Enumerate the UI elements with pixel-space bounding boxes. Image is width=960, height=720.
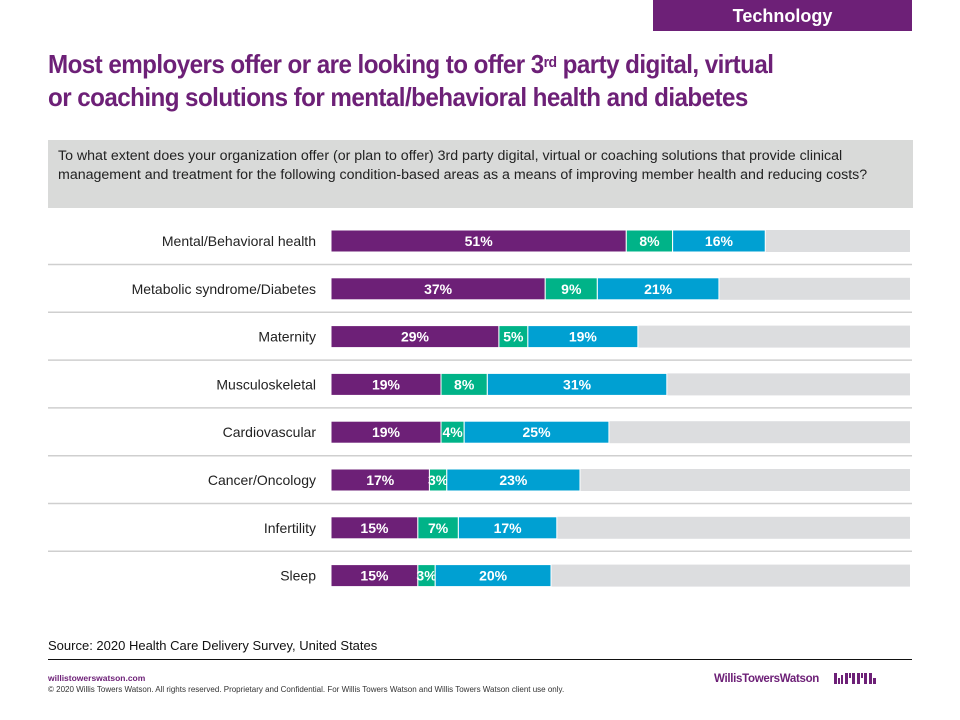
- section-tag: Technology: [653, 0, 912, 31]
- stacked-bar-chart: Mental/Behavioral health 51% 8% 16% Metaboli…: [48, 229, 912, 588]
- footer-divider: [48, 659, 912, 660]
- data-label: 17%: [494, 520, 523, 536]
- category-label: Mental/Behavioral health: [162, 233, 316, 249]
- title-superscript: rd: [543, 54, 557, 71]
- category-label: Maternity: [258, 329, 316, 345]
- title-part1: Most employers offer or are looking to o…: [48, 49, 544, 79]
- data-label: 7%: [428, 520, 449, 536]
- wtw-logo-mark-icon: [834, 673, 876, 684]
- data-label: 29%: [401, 329, 430, 345]
- category-label: Cardiovascular: [223, 424, 317, 440]
- data-label: 51%: [465, 233, 494, 249]
- data-label: 23%: [499, 472, 528, 488]
- data-label: 3%: [428, 472, 449, 488]
- data-label: 3%: [416, 568, 437, 584]
- bar-segment: [596, 277, 720, 301]
- bar-segment: [463, 420, 610, 444]
- data-label: 15%: [360, 520, 389, 536]
- data-label: 19%: [372, 424, 401, 440]
- bar-segment: [434, 564, 552, 588]
- bar-segment: [672, 229, 766, 253]
- data-label: 21%: [644, 281, 673, 297]
- data-label: 20%: [479, 568, 508, 584]
- data-label: 19%: [372, 376, 401, 392]
- title-part2: party digital, virtual: [556, 49, 774, 79]
- copyright-text: © 2020 Willis Towers Watson. All rights …: [48, 685, 565, 694]
- brand-name: WillisTowersWatson: [714, 673, 820, 685]
- category-label: Musculoskeletal: [216, 376, 316, 392]
- source-note: Source: 2020 Health Care Delivery Survey…: [48, 638, 378, 653]
- data-label: 25%: [523, 424, 552, 440]
- data-label: 37%: [424, 281, 453, 297]
- data-label: 4%: [442, 424, 463, 440]
- category-label: Infertility: [264, 520, 316, 536]
- title-line2: or coaching solutions for mental/behavio…: [48, 82, 748, 112]
- data-label: 16%: [705, 233, 734, 249]
- data-label: 19%: [569, 329, 598, 345]
- data-label: 15%: [360, 568, 389, 584]
- data-label: 17%: [366, 472, 395, 488]
- category-label: Cancer/Oncology: [208, 472, 316, 488]
- page-title: Most employers offer or are looking to o…: [48, 48, 866, 114]
- bar-segment: [457, 516, 558, 540]
- data-label: 5%: [503, 329, 524, 345]
- category-label: Sleep: [280, 568, 316, 584]
- bar-segment: [527, 325, 639, 349]
- bar-segment: [446, 468, 581, 492]
- data-label: 8%: [639, 233, 660, 249]
- data-label: 31%: [563, 376, 592, 392]
- data-label: 9%: [561, 281, 582, 297]
- category-label: Metabolic syndrome/Diabetes: [132, 281, 316, 297]
- bar-segment: [486, 372, 668, 396]
- data-label: 8%: [454, 376, 475, 392]
- website-link[interactable]: willistowerswatson.com: [48, 673, 146, 683]
- survey-question: To what extent does your organization of…: [48, 140, 913, 208]
